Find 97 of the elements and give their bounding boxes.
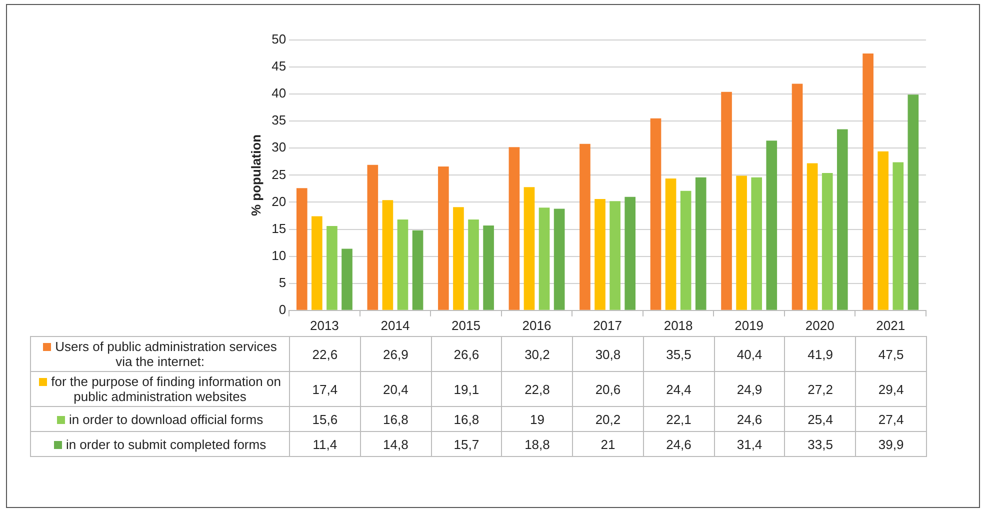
x-tick-label: 2014 [380,318,410,333]
y-tick-label: 5 [278,274,286,290]
bar [822,173,833,310]
bar [524,187,535,310]
data-label: 24,4 [643,372,714,407]
data-label: 29,4 [856,372,926,407]
x-tick-label: 2018 [664,318,693,333]
bar [766,140,778,310]
bar [624,196,636,310]
bar [908,94,919,310]
y-tick-label: 40 [272,86,286,101]
bar [326,226,338,310]
bar [892,162,904,310]
data-label: 24,9 [714,372,785,407]
bar [538,208,550,310]
data-label: 24,6 [714,406,785,432]
data-label: 19,1 [431,372,502,407]
data-label: 35,5 [643,336,714,372]
data-label: 17,4 [290,372,360,407]
data-label: 41,9 [784,336,856,372]
bar [862,54,874,310]
bar [610,201,620,310]
y-tick-label: 35 [272,112,286,128]
data-label: 18,8 [502,432,573,457]
data-label: 16,8 [431,406,502,432]
bar [878,151,889,310]
data-label: 47,5 [856,336,926,372]
y-axis-title: % population [248,134,264,216]
y-tick-label: 45 [272,58,286,74]
data-label: 40,4 [714,336,785,372]
bar [382,200,394,310]
x-tick-label: 2021 [876,318,906,333]
data-label: 22,6 [290,336,360,372]
bar [806,163,818,310]
y-tick-label: 10 [272,248,286,263]
x-tick-label: 2019 [734,318,764,333]
y-tick-label: 30 [272,140,286,155]
bar [650,118,662,310]
data-label: 26,9 [360,336,432,372]
legend-label: for the purpose of finding information on public administration websites [30,372,290,407]
data-label: 22,8 [502,372,573,407]
data-label: 24,6 [643,432,714,457]
y-tick-label: 15 [272,220,286,236]
bar [792,84,803,310]
bar [554,208,565,310]
y-tick-label: 20 [272,194,286,209]
data-label: 15,6 [290,406,360,432]
y-tick-label: 50 [272,32,286,47]
data-label: 27,2 [784,372,856,407]
y-tick-label: 25 [272,166,286,182]
legend-label: Users of public administration services via the internet: [30,336,290,372]
data-label: 25,4 [784,406,856,432]
data-label: 11,4 [290,432,360,457]
bar [483,225,494,310]
legend-label: in order to submit completed forms [30,432,290,457]
data-label: 21 [572,432,644,457]
data-label: 39,9 [856,432,926,457]
bar [468,220,479,310]
bar [397,220,408,310]
bar [312,216,322,310]
bar [836,129,848,310]
data-label: 30,2 [502,336,573,372]
bar [695,177,706,310]
data-label: 16,8 [360,406,432,432]
legend-label: in order to download official forms [30,406,290,432]
data-label: 14,8 [360,432,432,457]
data-label: 33,5 [784,432,856,457]
bar [680,190,692,310]
bar [367,164,378,310]
bar [665,178,676,310]
data-label: 27,4 [856,406,926,432]
bar [412,230,424,310]
x-tick-label: 2020 [805,318,834,333]
data-label: 22,1 [643,406,714,432]
x-tick-label: 2017 [593,318,622,333]
data-label: 20,4 [360,372,432,407]
data-label: 26,6 [431,336,502,372]
x-tick-label: 2013 [310,318,339,333]
bar [453,207,464,310]
data-label: 31,4 [714,432,785,457]
data-label: 15,7 [431,432,502,457]
x-tick-label: 2015 [452,318,480,333]
bar [721,92,732,310]
bar [296,188,308,310]
data-label: 19 [502,406,573,432]
data-label: 20,2 [572,406,644,432]
bar [342,248,352,310]
bar [580,144,590,310]
data-label: 20,6 [572,372,644,407]
x-tick-label: 2016 [522,318,552,333]
y-tick-label: 0 [278,302,286,317]
bar [438,166,449,310]
data-label: 30,8 [572,336,644,372]
bar [751,177,762,310]
bar [594,198,606,310]
bar [736,176,747,310]
bar [508,147,520,310]
